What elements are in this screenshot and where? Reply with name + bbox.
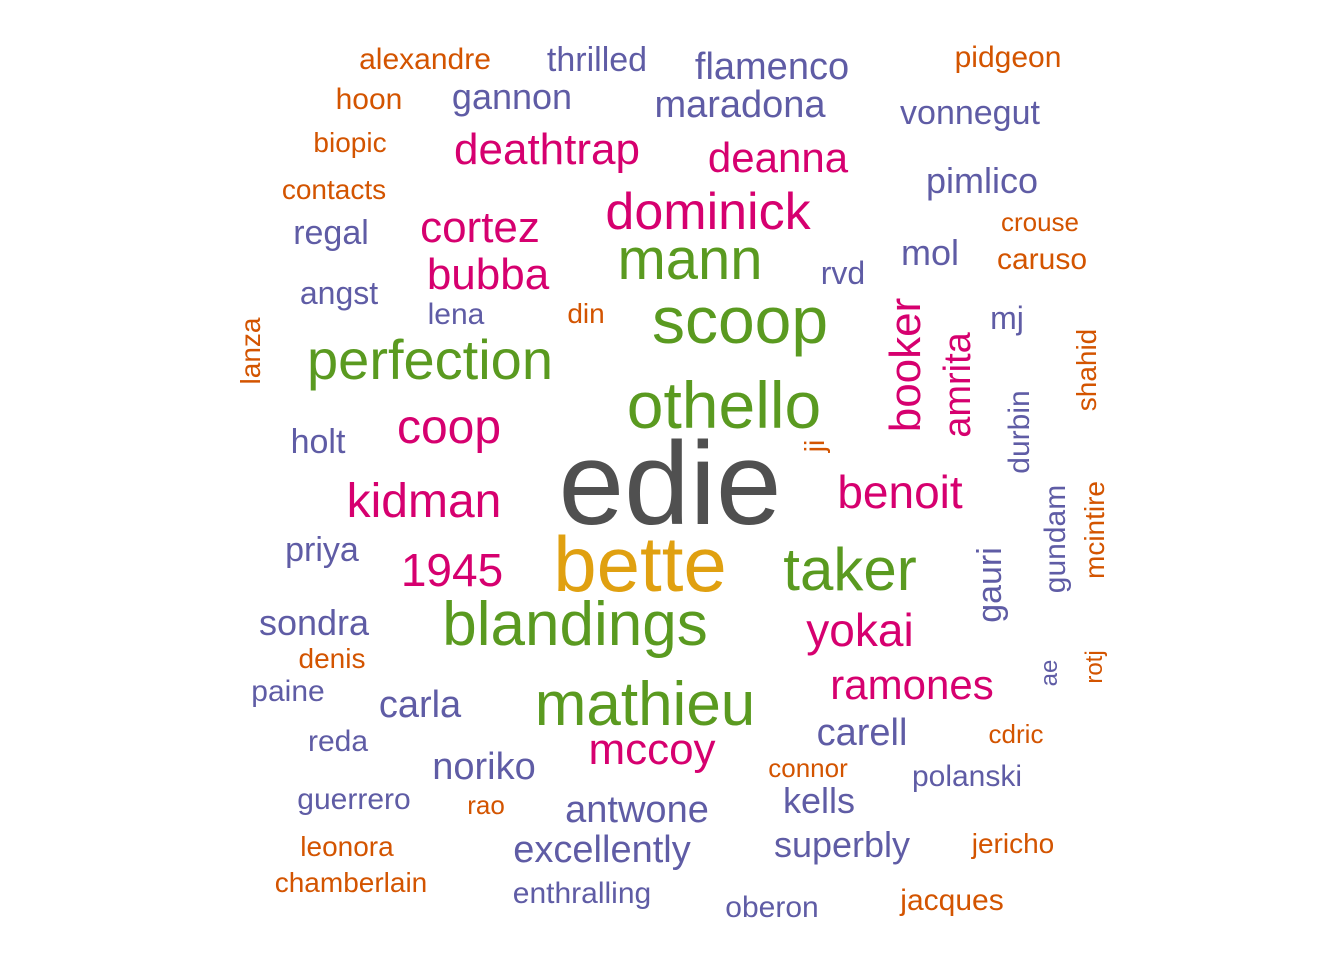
word-yokai: yokai — [806, 604, 914, 656]
word-deathtrap: deathtrap — [454, 125, 640, 174]
word-superbly: superbly — [773, 824, 911, 865]
word-holt: holt — [290, 423, 346, 461]
word-sondra: sondra — [258, 602, 370, 643]
word-enthralling: enthralling — [512, 877, 652, 910]
word-rvd: rvd — [820, 255, 866, 291]
word-mj: mj — [990, 300, 1024, 336]
word-mathieu: mathieu — [534, 670, 756, 739]
word-carell: carell — [816, 712, 908, 754]
word-noriko: noriko — [432, 746, 536, 788]
word-ae: ae — [1036, 659, 1063, 687]
word-lena: lena — [427, 298, 485, 331]
word-caruso: caruso — [996, 243, 1088, 276]
word-jacques: jacques — [900, 884, 1004, 917]
word-1945: 1945 — [400, 544, 504, 596]
word-thrilled: thrilled — [546, 41, 648, 79]
word-jericho: jericho — [971, 828, 1055, 859]
word-scoop: scoop — [651, 283, 829, 357]
word-kells: kells — [782, 780, 856, 821]
word-ji: ji — [799, 439, 830, 453]
word-chamberlain: chamberlain — [274, 867, 428, 898]
word-crouse: crouse — [1000, 207, 1080, 237]
word-booker: booker — [881, 297, 930, 433]
word-pimlico: pimlico — [925, 160, 1039, 201]
word-paine: paine — [251, 675, 325, 708]
word-coop: coop — [396, 401, 502, 454]
word-durbin: durbin — [1003, 390, 1036, 474]
word-edie: edie — [558, 418, 782, 550]
word-leonora: leonora — [300, 831, 394, 862]
word-ramones: ramones — [830, 661, 994, 708]
word-flamenco: flamenco — [694, 46, 850, 88]
word-angst: angst — [299, 275, 379, 311]
word-contacts: contacts — [281, 174, 387, 205]
word-dominick: dominick — [605, 183, 811, 241]
word-mann: mann — [617, 227, 763, 292]
word-excellently: excellently — [513, 829, 691, 871]
word-shahid: shahid — [1071, 328, 1102, 412]
word-mol: mol — [900, 232, 960, 273]
word-bubba: bubba — [426, 250, 550, 299]
word-gauri: gauri — [971, 547, 1009, 623]
word-reda: reda — [307, 725, 369, 758]
word-priya: priya — [285, 531, 359, 569]
word-pidgeon: pidgeon — [954, 41, 1062, 74]
word-hoon: hoon — [335, 83, 403, 116]
word-mccoy: mccoy — [588, 725, 716, 774]
word-polanski: polanski — [911, 760, 1023, 793]
word-amrita: amrita — [937, 332, 979, 438]
word-mcintire: mcintire — [1079, 480, 1110, 580]
word-bette: bette — [553, 520, 727, 608]
word-taker: taker — [783, 536, 917, 603]
word-rao: rao — [467, 790, 505, 820]
word-biopic: biopic — [313, 127, 387, 158]
word-din: din — [567, 298, 605, 329]
word-lanza: lanza — [235, 317, 266, 385]
word-perfection: perfection — [307, 328, 553, 391]
word-regal: regal — [293, 214, 369, 252]
word-maradona: maradona — [654, 84, 826, 126]
word-gundam: gundam — [1039, 484, 1072, 594]
word-rotj: rotj — [1081, 650, 1108, 684]
word-benoit: benoit — [837, 466, 963, 518]
word-othello: othello — [626, 368, 822, 442]
word-antwone: antwone — [565, 789, 709, 831]
word-connor: connor — [768, 753, 848, 783]
word-carla: carla — [378, 684, 462, 726]
word-cdric: cdric — [988, 719, 1044, 749]
word-vonnegut: vonnegut — [900, 94, 1040, 132]
word-guerrero: guerrero — [297, 783, 411, 816]
word-denis: denis — [298, 643, 366, 674]
word-gannon: gannon — [451, 76, 573, 117]
word-cortez: cortez — [420, 203, 540, 252]
word-alexandre: alexandre — [359, 43, 491, 76]
word-deanna: deanna — [707, 134, 849, 181]
word-kidman: kidman — [346, 475, 502, 528]
word-oberon: oberon — [725, 891, 819, 924]
word-blandings: blandings — [442, 590, 708, 659]
